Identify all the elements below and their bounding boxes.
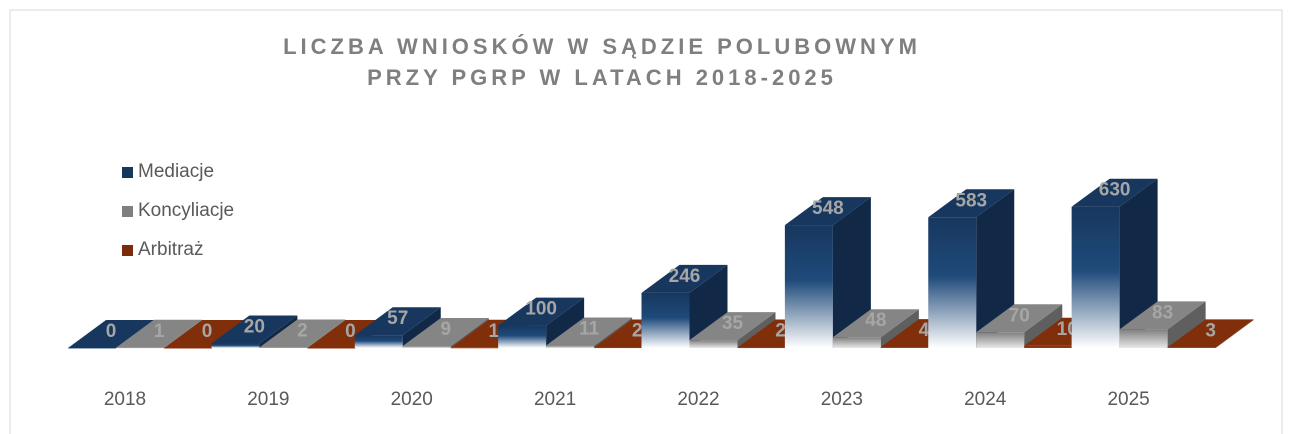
data-label: 0: [106, 321, 117, 342]
bar: [641, 292, 690, 348]
bar-top: [1167, 319, 1254, 348]
bar: [546, 345, 595, 348]
bar: [1119, 329, 1168, 348]
bar: [211, 343, 260, 348]
bar: [354, 335, 403, 348]
bar-top: [641, 264, 728, 293]
bar: [259, 347, 308, 349]
x-tick-label: 2023: [821, 389, 863, 410]
data-label: 1: [154, 321, 165, 342]
legend-swatch: [122, 206, 133, 217]
bar-top: [402, 317, 489, 346]
bar-side: [594, 317, 633, 348]
data-label: 0: [202, 321, 213, 342]
bar: [784, 225, 833, 348]
data-label: 0: [345, 321, 356, 342]
data-label: 246: [669, 266, 701, 287]
x-tick-label: 2021: [534, 389, 576, 410]
bar: [402, 345, 451, 348]
bar: [1024, 345, 1073, 348]
bar-side: [164, 319, 202, 348]
data-label: 2: [632, 321, 643, 342]
bar: [164, 348, 212, 349]
bar: [68, 348, 116, 349]
bar-side: [880, 309, 919, 348]
data-label: 1: [488, 321, 499, 342]
bar-top: [164, 320, 250, 348]
bar: [689, 340, 738, 348]
legend-label: Mediacje: [138, 161, 214, 182]
data-label: 9: [440, 319, 451, 340]
bar-top: [1119, 301, 1206, 330]
data-label: 2: [775, 321, 786, 342]
x-tick-label: 2024: [964, 389, 1007, 410]
bar-top: [976, 304, 1063, 333]
data-label: 3: [1205, 320, 1216, 341]
bar-top: [68, 320, 154, 348]
bar: [594, 347, 643, 349]
bar-top: [354, 307, 441, 336]
bar-top: [211, 315, 298, 344]
bar-side: [689, 264, 728, 348]
data-label: 57: [387, 308, 408, 329]
bar-top: [784, 197, 871, 226]
bar-side: [976, 189, 1015, 348]
bar-top: [259, 319, 346, 348]
bar-top: [1071, 178, 1158, 207]
bar: [880, 347, 929, 348]
legend-label: Arbitraż: [138, 239, 203, 260]
bar: [498, 325, 547, 348]
chart-border: [9, 9, 1283, 434]
data-label: 583: [955, 190, 987, 211]
bar-side: [1167, 301, 1206, 348]
bar: [450, 347, 499, 349]
legend-swatch: [122, 167, 133, 178]
bar: [1071, 206, 1120, 348]
bar: [832, 337, 881, 348]
bar-side: [1215, 319, 1254, 348]
x-tick-label: 2022: [677, 389, 719, 410]
bar-side: [546, 297, 585, 348]
bar: [307, 348, 356, 349]
bar-top: [498, 297, 585, 326]
legend-label: Koncyliacje: [138, 200, 234, 221]
data-label: 48: [865, 310, 886, 331]
data-label: 548: [812, 198, 844, 219]
chart-title: LICZBA WNIOSKÓW W SĄDZIE POLUBOWNYM: [283, 34, 921, 59]
data-label: 4: [919, 320, 930, 341]
x-tick-label: 2019: [247, 389, 289, 410]
bar: [1167, 347, 1216, 348]
legend-swatch: [122, 245, 133, 256]
bar: [116, 347, 164, 349]
bar-side: [450, 317, 489, 348]
data-label: 2: [297, 321, 308, 342]
bar-top: [832, 309, 919, 338]
x-tick-label: 2018: [104, 389, 146, 410]
data-label: 100: [525, 299, 557, 320]
chart-title: PRZY PGRP W LATACH 2018-2025: [367, 65, 837, 90]
bar-side: [307, 319, 346, 348]
bar-top: [689, 312, 776, 341]
data-label: 11: [579, 319, 600, 340]
bar-side: [402, 307, 441, 348]
data-label: 83: [1152, 302, 1173, 323]
bar-top: [546, 317, 633, 346]
bar: [737, 347, 786, 349]
data-label: 20: [244, 317, 265, 338]
bar-top: [928, 189, 1015, 218]
bar: [928, 217, 977, 348]
bar-side: [737, 312, 776, 348]
bar: [976, 332, 1025, 348]
data-label: 630: [1099, 180, 1131, 201]
data-label: 70: [1009, 305, 1030, 326]
x-tick-label: 2020: [391, 389, 433, 410]
bar-side: [259, 315, 298, 348]
bar-side: [1024, 304, 1063, 348]
data-label: 35: [722, 313, 744, 334]
bar-side: [832, 197, 871, 348]
bar-side: [1119, 178, 1158, 348]
x-tick-label: 2025: [1107, 389, 1149, 410]
bar-top: [116, 319, 202, 348]
